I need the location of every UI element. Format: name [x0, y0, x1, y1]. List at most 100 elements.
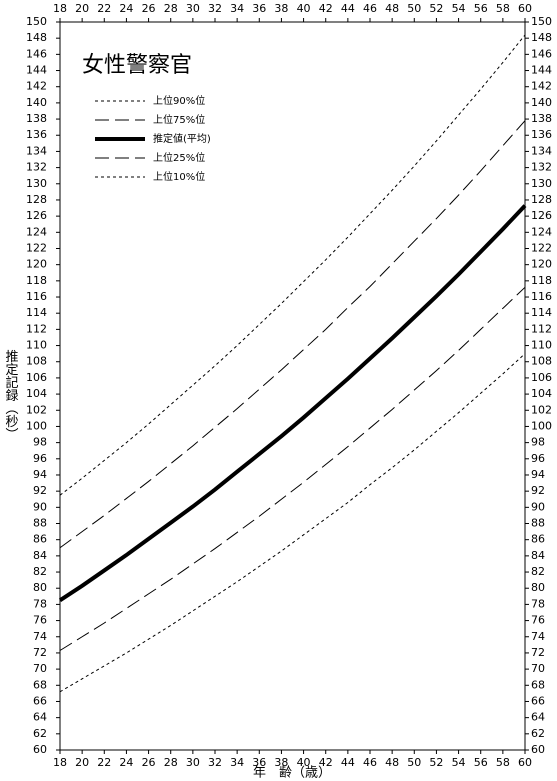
y-tick-label-right: 148: [531, 31, 552, 44]
x-tick-label: 22: [97, 756, 111, 769]
y-tick-label-right: 134: [531, 144, 552, 157]
legend-label: 推定値(平均): [153, 132, 211, 145]
y-tick-label: 64: [33, 711, 47, 724]
y-tick-label: 114: [26, 306, 47, 319]
x-tick-label-top: 28: [164, 2, 178, 15]
series-line: [59, 286, 526, 651]
x-tick-label: 30: [186, 756, 200, 769]
y-tick-label: 98: [33, 436, 47, 449]
y-tick-label-right: 110: [531, 339, 552, 352]
y-tick-label-right: 70: [531, 662, 545, 675]
x-tick-label-top: 60: [518, 2, 532, 15]
y-tick-label-right: 120: [531, 258, 552, 271]
y-tick-label-right: 144: [531, 64, 552, 77]
x-tick-label-top: 56: [474, 2, 488, 15]
x-tick-label-top: 20: [75, 2, 89, 15]
y-tick-label-right: 118: [531, 274, 552, 287]
x-tick-label-top: 26: [142, 2, 156, 15]
y-tick-label-right: 136: [531, 128, 552, 141]
y-tick-label: 138: [26, 112, 47, 125]
y-tick-label: 150: [26, 15, 47, 28]
y-tick-label-right: 138: [531, 112, 552, 125]
y-tick-label: 134: [26, 144, 47, 157]
y-tick-label: 100: [26, 419, 47, 432]
x-tick-label-top: 52: [429, 2, 443, 15]
y-tick-label: 84: [33, 549, 47, 562]
y-tick-label: 86: [33, 533, 47, 546]
y-tick-label: 80: [33, 581, 47, 594]
x-tick-label-top: 36: [252, 2, 266, 15]
y-tick-label-right: 88: [531, 517, 545, 530]
y-tick-label: 90: [33, 500, 47, 513]
y-tick-label-right: 146: [531, 47, 552, 60]
x-tick-label-top: 22: [97, 2, 111, 15]
y-tick-label-right: 66: [531, 694, 545, 707]
y-tick-label: 130: [26, 177, 47, 190]
y-tick-label-right: 122: [531, 241, 552, 254]
y-tick-label-right: 112: [531, 322, 552, 335]
y-tick-label: 110: [26, 339, 47, 352]
y-tick-label: 132: [26, 161, 47, 174]
x-axis-label: 年 齢（歳）: [253, 766, 331, 781]
y-tick-label-right: 96: [531, 452, 545, 465]
y-tick-label-right: 84: [531, 549, 545, 562]
chart-title: 女性警察官: [82, 53, 192, 78]
y-tick-label-right: 104: [531, 387, 552, 400]
legend-label: 上位10%位: [153, 170, 205, 183]
x-tick-label-top: 24: [119, 2, 133, 15]
y-tick-label: 96: [33, 452, 47, 465]
y-tick-label: 62: [33, 727, 47, 740]
y-tick-label: 102: [26, 403, 47, 416]
y-tick-label-right: 64: [531, 711, 545, 724]
y-tick-label: 74: [33, 630, 47, 643]
y-tick-label: 118: [26, 274, 47, 287]
y-tick-label-right: 82: [531, 565, 545, 578]
x-tick-label: 36: [252, 756, 266, 769]
x-tick-label: 52: [429, 756, 443, 769]
y-tick-label-right: 76: [531, 614, 545, 627]
y-tick-label: 104: [26, 387, 47, 400]
x-tick-label: 26: [142, 756, 156, 769]
y-tick-label: 106: [26, 371, 47, 384]
y-tick-label: 136: [26, 128, 47, 141]
x-tick-label: 38: [274, 756, 288, 769]
x-tick-label-top: 58: [496, 2, 510, 15]
x-tick-label: 42: [319, 756, 333, 769]
x-tick-label-top: 42: [319, 2, 333, 15]
x-tick-label: 28: [164, 756, 178, 769]
x-tick-label: 32: [208, 756, 222, 769]
y-tick-label: 60: [33, 743, 47, 756]
y-tick-label: 128: [26, 193, 47, 206]
y-tick-label-right: 102: [531, 403, 552, 416]
x-tick-label: 20: [75, 756, 89, 769]
y-tick-label-right: 114: [531, 306, 552, 319]
y-tick-label: 92: [33, 484, 47, 497]
series-line: [59, 34, 526, 496]
series-line: [59, 353, 526, 693]
y-tick-label-right: 100: [531, 419, 552, 432]
y-tick-label-right: 78: [531, 597, 545, 610]
y-tick-label-right: 60: [531, 743, 545, 756]
y-tick-label-right: 140: [531, 96, 552, 109]
x-tick-label: 58: [496, 756, 510, 769]
y-tick-label: 124: [26, 225, 47, 238]
x-tick-label-top: 32: [208, 2, 222, 15]
y-tick-label-right: 72: [531, 646, 545, 659]
legend-label: 上位75%位: [153, 113, 205, 126]
x-tick-label: 60: [518, 756, 532, 769]
series-line: [58, 204, 527, 603]
x-tick-label-top: 18: [53, 2, 67, 15]
y-tick-label: 112: [26, 322, 47, 335]
x-tick-label-top: 50: [407, 2, 421, 15]
x-tick-label-top: 44: [341, 2, 355, 15]
y-tick-label-right: 116: [531, 290, 552, 303]
x-tick-label-top: 38: [274, 2, 288, 15]
y-tick-label-right: 142: [531, 80, 552, 93]
y-tick-label-right: 106: [531, 371, 552, 384]
series-line: [59, 120, 526, 549]
y-tick-label-right: 92: [531, 484, 545, 497]
y-tick-label: 82: [33, 565, 47, 578]
x-tick-label: 56: [474, 756, 488, 769]
